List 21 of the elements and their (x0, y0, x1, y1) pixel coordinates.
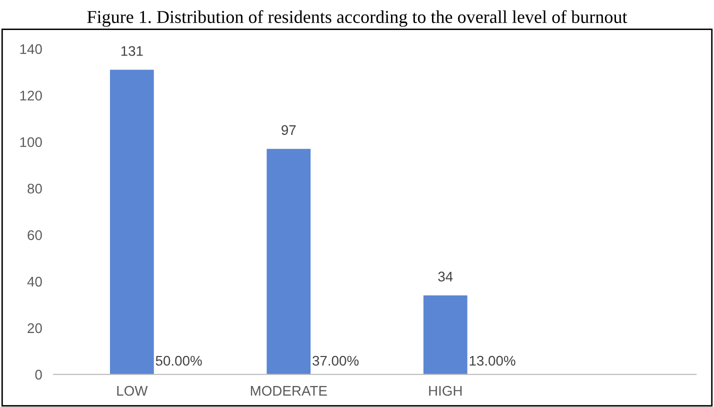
y-tick-label: 0 (35, 370, 42, 380)
y-tick-label: 40 (27, 276, 42, 287)
bar (423, 295, 468, 374)
y-tick-label: 80 (28, 184, 42, 194)
y-tick-label: 140 (20, 44, 42, 54)
x-tick-label: LOW (117, 386, 148, 396)
annotation: 50.00% (156, 356, 202, 366)
annotation: 37.00% (312, 356, 359, 366)
data-label: 131 (121, 46, 143, 56)
data-label: 97 (282, 125, 296, 135)
bar (266, 148, 311, 374)
x-tick-label: MODERATE (250, 386, 327, 396)
chart-title: Figure 1. Distribution of residents according to the overall level of burnout (87, 10, 628, 27)
bar (110, 70, 154, 374)
y-tick-label: 120 (20, 90, 42, 101)
data-label: 34 (438, 272, 453, 282)
y-tick-label: 100 (20, 137, 42, 148)
x-tick-label: HIGH (429, 386, 462, 396)
annotation: 13.00% (470, 356, 516, 366)
y-tick-label: 60 (28, 230, 42, 240)
y-tick-label: 20 (28, 323, 42, 334)
